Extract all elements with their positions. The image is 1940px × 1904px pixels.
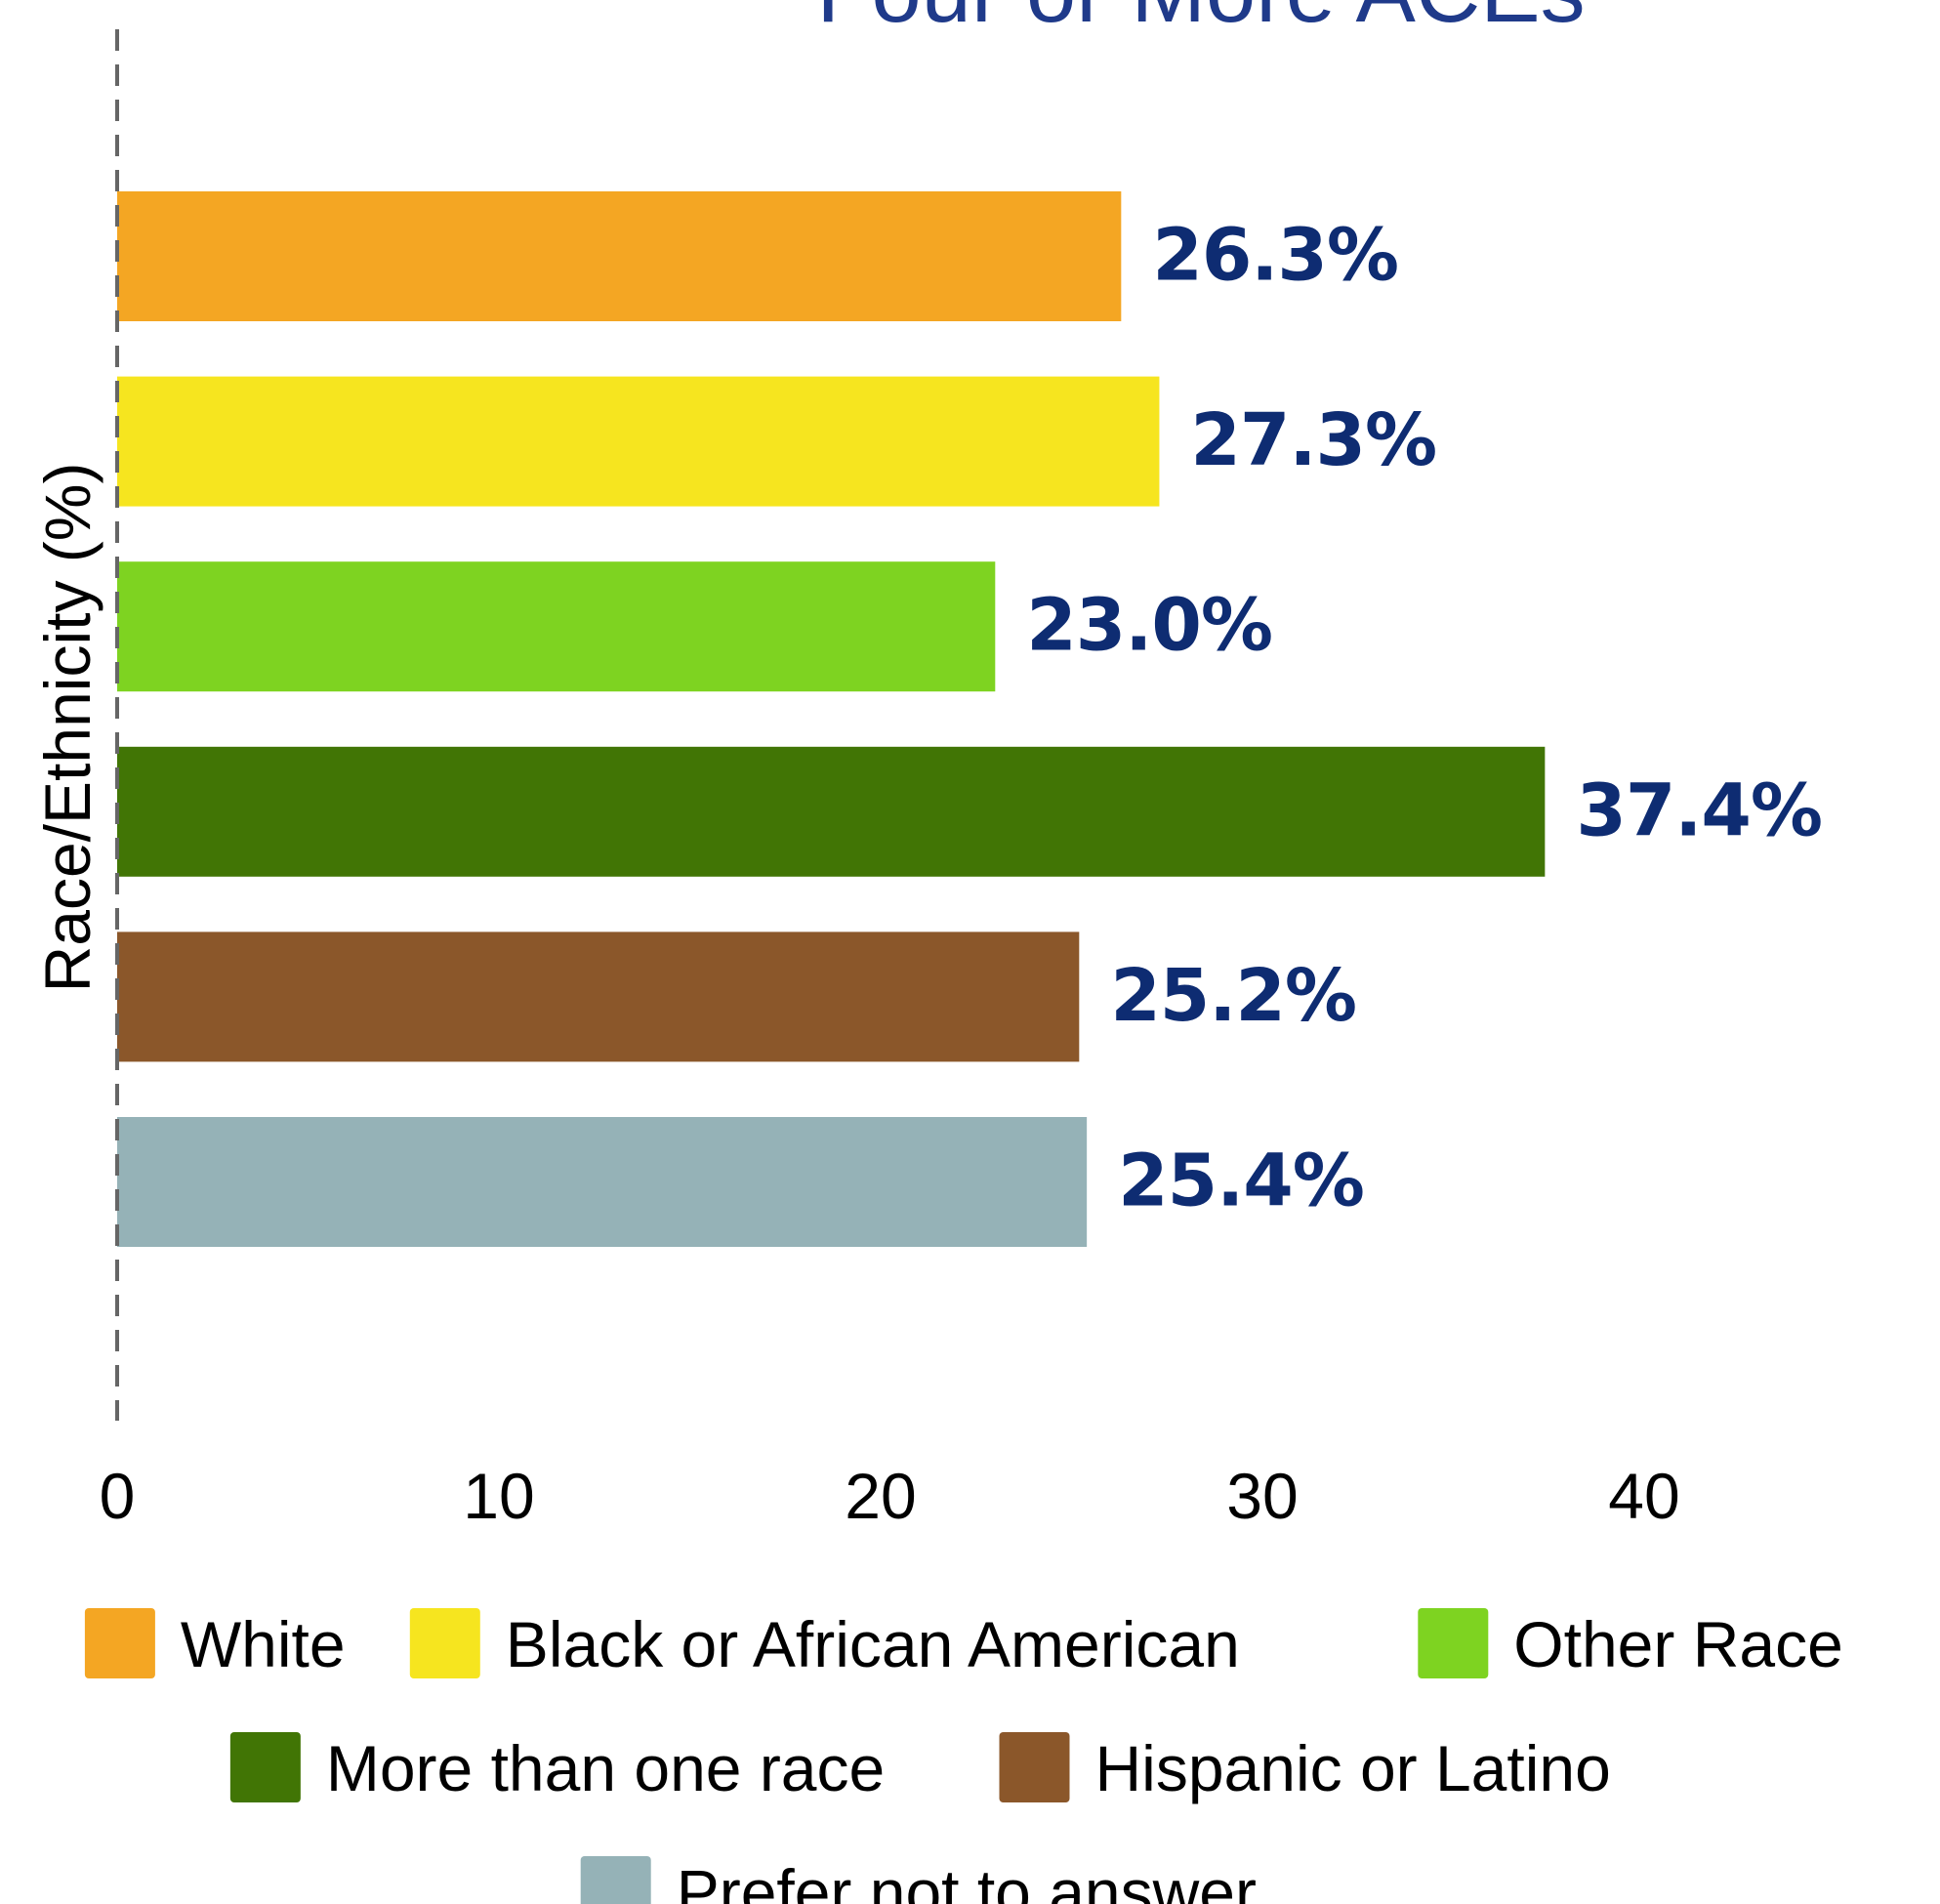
legend-swatch — [229, 1732, 301, 1802]
x-tick-label: 0 — [100, 1460, 136, 1532]
bar — [117, 931, 1080, 1062]
legend-swatch — [1418, 1608, 1489, 1678]
bar-value-label: 23.0% — [1026, 584, 1272, 668]
legend-label: White — [181, 1608, 346, 1680]
legend-swatch — [580, 1856, 651, 1904]
bar-value-label: 27.3% — [1190, 398, 1436, 482]
legend-label: Other Race — [1513, 1608, 1842, 1680]
bar-value-label: 37.4% — [1576, 768, 1822, 852]
x-tick-label: 30 — [1226, 1460, 1298, 1532]
bar — [117, 191, 1122, 321]
bar-value-label: 25.4% — [1118, 1139, 1364, 1223]
x-tick-label: 20 — [845, 1460, 916, 1532]
bar — [117, 376, 1160, 507]
legend-swatch — [999, 1732, 1070, 1802]
legend-label: Hispanic or Latino — [1095, 1732, 1611, 1804]
chart-title: Four or More ACEs — [816, 0, 1585, 41]
legend-label: Black or African American — [506, 1608, 1240, 1680]
bar — [117, 1117, 1088, 1247]
y-axis-label: Race/Ethnicity (%) — [31, 463, 103, 993]
x-tick-label: 40 — [1608, 1460, 1679, 1532]
bar — [117, 746, 1546, 877]
legend-swatch — [409, 1608, 480, 1678]
x-tick-label: 10 — [463, 1460, 534, 1532]
bar-value-label: 25.2% — [1110, 954, 1356, 1038]
bar — [117, 561, 996, 692]
legend-label: Prefer not to answer — [677, 1856, 1257, 1904]
legend-label: More than one race — [326, 1732, 885, 1804]
bar-value-label: 26.3% — [1152, 214, 1398, 298]
legend-swatch — [84, 1608, 155, 1678]
